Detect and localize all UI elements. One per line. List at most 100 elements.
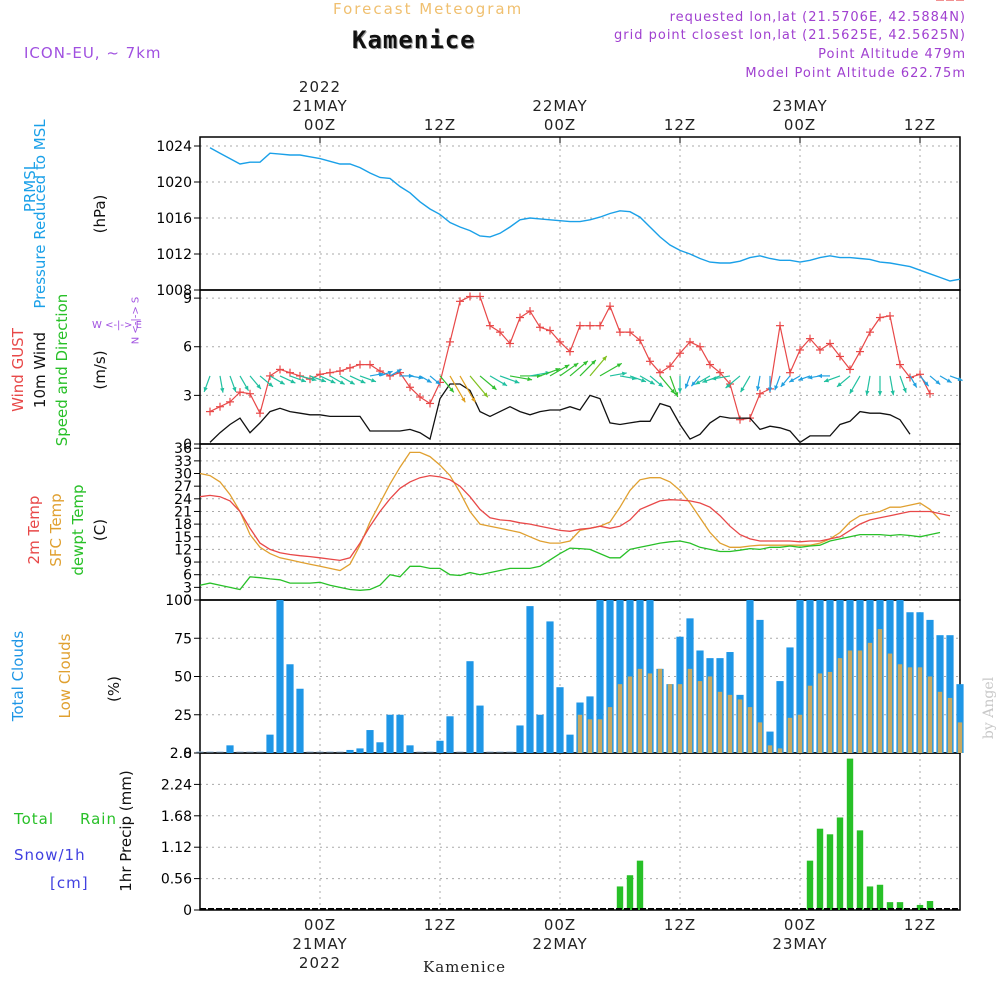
wind-arrow-head (912, 382, 917, 388)
low-cloud-bar (757, 722, 763, 753)
time-label-top: 12Z (664, 116, 696, 134)
y-tick-label: 15 (174, 530, 192, 546)
y-tick-label: 0 (183, 746, 192, 762)
wind-arrow-head (774, 385, 779, 391)
wind-arrow-head (670, 388, 675, 394)
precip-rain-label: Rain (80, 810, 117, 828)
low-cloud-bar (877, 629, 883, 753)
total-cloud-bar (356, 748, 364, 753)
rain-bar (626, 875, 634, 910)
wind-arrow-head (695, 380, 701, 385)
y-tick-label: 1024 (156, 139, 192, 155)
wind-arrow-head (649, 380, 655, 385)
precip-snow-label: Snow/1h (14, 846, 86, 864)
rain-bar (886, 902, 894, 910)
total-cloud-bar (376, 742, 384, 753)
low-cloud-bar (867, 642, 873, 753)
total-cloud-bar (786, 647, 794, 753)
low-cloud-bar (837, 658, 843, 753)
precip-total-label: Total (14, 810, 55, 828)
low-cloud-bar (717, 691, 723, 753)
rain-bar (636, 860, 644, 910)
panel-frame (199, 136, 961, 291)
wind-arrow-head (924, 381, 929, 387)
wind-arrow (459, 375, 476, 403)
low-cloud-bar (797, 714, 803, 753)
wind-arrow-head (836, 382, 842, 387)
wind-arrow-head (711, 376, 717, 381)
wind-arrow (449, 375, 466, 403)
total-cloud-bar (596, 600, 604, 753)
low-cloud-bar (727, 694, 733, 753)
rain-bar (826, 834, 834, 910)
time-label-bottom: 21MAY (292, 935, 347, 953)
wind-arrow-head (573, 363, 579, 368)
time-label-bottom: 00Z (304, 916, 336, 934)
low-cloud-bar (947, 697, 953, 753)
y-tick-label: 0 (183, 437, 192, 453)
wind-arrow-head (471, 397, 476, 403)
total-cloud-bar (756, 619, 764, 753)
y-tick-label: 9 (183, 291, 192, 307)
panel-frame (199, 443, 961, 601)
y-tick-label: 1008 (156, 283, 192, 299)
total-cloud-bar (396, 714, 404, 753)
low-cloud-bar (657, 668, 663, 753)
low-cloud-bar (777, 748, 783, 753)
wind-arrow-head (349, 380, 355, 385)
time-label-bottom: 12Z (424, 916, 456, 934)
low-cloud-bar (927, 676, 933, 753)
time-label-bottom: 12Z (904, 916, 936, 934)
low-cloud-bar (637, 668, 643, 753)
time-label-top: 23MAY (772, 97, 827, 115)
rain-bar (856, 830, 864, 910)
time-label-top: 12Z (424, 116, 456, 134)
total-cloud-bar (946, 635, 954, 753)
low-cloud-bar (677, 684, 683, 753)
wind-arrow-head (311, 377, 317, 382)
total-cloud-bar (746, 600, 754, 753)
total-cloud-bar (526, 606, 534, 753)
low-cloud-bar (627, 676, 633, 753)
wind-arrow-head (268, 382, 274, 387)
y-tick-label: 12 (174, 542, 192, 558)
total-cloud-bar (406, 745, 414, 753)
low-cloud-bar (917, 667, 923, 753)
low-cloud-bar (697, 681, 703, 753)
y-tick-label: 0 (183, 593, 192, 609)
wind-arrow-head (824, 378, 829, 383)
wind-arrow-head (621, 371, 627, 376)
point-altitude: Point Altitude 479m (818, 47, 966, 62)
total-cloud-bar (556, 687, 564, 753)
wind-arrow-head (301, 378, 306, 383)
wind-arrow-head (702, 378, 708, 383)
total-cloud-bar (286, 664, 294, 753)
total-cloud-bar (386, 714, 394, 753)
low-cloud-bar (847, 650, 853, 753)
y-tick-label: 33 (174, 454, 192, 470)
low-cloud-bar (887, 653, 893, 753)
time-label-bottom: 12Z (664, 916, 696, 934)
wind-arrow-head (798, 376, 804, 381)
wind-arrow-head (725, 383, 731, 389)
rain-bar (876, 884, 884, 910)
total-cloud-bar (766, 731, 774, 753)
y-tick-label: 100 (165, 593, 192, 609)
y-tick-label: 3 (183, 388, 192, 404)
y-tick-label: 75 (174, 631, 192, 647)
total-cloud-bar (266, 734, 274, 753)
wind-arrow-head (935, 379, 941, 385)
low-cloud-bar (707, 676, 713, 753)
t2m-line (199, 474, 951, 562)
time-label-bottom: 00Z (784, 916, 816, 934)
low-cloud-bar (807, 685, 813, 753)
time-label-bottom: 22MAY (532, 935, 587, 953)
time-label-top: 00Z (304, 116, 336, 134)
low-cloud-bar (747, 707, 753, 753)
low-cloud-bar (687, 668, 693, 753)
y-tick-label: 1020 (156, 175, 192, 191)
wind-arrow-head (203, 386, 208, 392)
panel-frame (199, 752, 961, 911)
wind-arrow-head (674, 391, 679, 397)
compass-we: W <-|-> E (92, 320, 142, 331)
